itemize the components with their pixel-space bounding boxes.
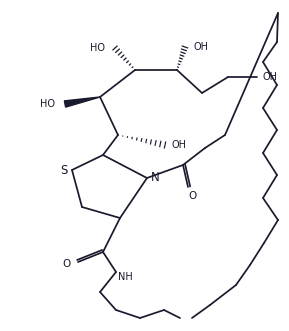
Text: O: O bbox=[189, 191, 197, 201]
Text: OH: OH bbox=[171, 140, 186, 150]
Text: OH: OH bbox=[194, 42, 208, 52]
Text: NH: NH bbox=[118, 272, 132, 282]
Text: HO: HO bbox=[90, 43, 105, 53]
Text: S: S bbox=[60, 164, 68, 176]
Text: HO: HO bbox=[40, 99, 55, 109]
Text: N: N bbox=[151, 170, 159, 183]
Polygon shape bbox=[64, 97, 100, 107]
Text: O: O bbox=[63, 259, 71, 269]
Text: OH: OH bbox=[262, 72, 277, 82]
